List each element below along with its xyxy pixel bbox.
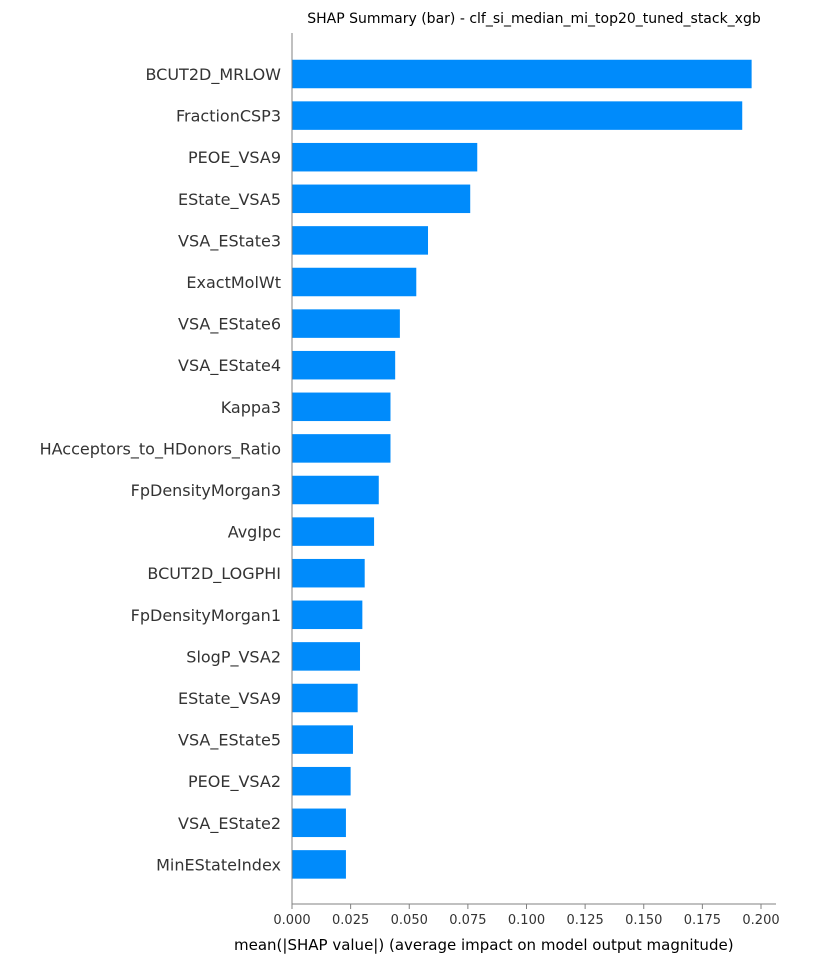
- feature-labels-group: BCUT2D_MRLOW FractionCSP3 PEOE_VSA9 EState_…: [40, 65, 282, 874]
- feature-label: MinEStateIndex: [156, 855, 281, 874]
- bar-vsa-estate4: [292, 350, 396, 380]
- x-tick-label: 0.175: [684, 913, 721, 928]
- bar-bcut2d-mrlow: [292, 59, 752, 89]
- feature-label: ExactMolWt: [186, 273, 281, 292]
- x-tick-label: 0.000: [273, 913, 310, 928]
- bar-vsa-estate2: [292, 808, 346, 838]
- bar-slogp-vsa2: [292, 642, 361, 671]
- bar-fpdensitymorgan3: [292, 475, 379, 505]
- feature-label: Kappa3: [221, 398, 281, 417]
- feature-label: BCUT2D_MRLOW: [145, 65, 281, 85]
- x-tick-label: 0.125: [567, 913, 604, 928]
- x-tick-label: 0.050: [391, 913, 428, 928]
- x-ticks-group: 0.000 0.025 0.050 0.075 0.100 0.125 0.150 0.175…: [273, 904, 780, 928]
- bar-vsa-estate3: [292, 226, 429, 255]
- bar-estate-vsa5: [292, 184, 471, 214]
- feature-label: FpDensityMorgan1: [131, 606, 281, 625]
- bar-fpdensitymorgan1: [292, 600, 363, 630]
- feature-label: EState_VSA9: [178, 689, 281, 709]
- feature-label: SlogP_VSA2: [186, 647, 281, 667]
- bars-group: [292, 59, 752, 879]
- feature-label: FpDensityMorgan3: [131, 481, 281, 500]
- bar-peoe-vsa9: [292, 142, 478, 172]
- chart-title: SHAP Summary (bar) - clf_si_median_mi_to…: [307, 11, 761, 27]
- feature-label: AvgIpc: [228, 523, 281, 542]
- feature-label: VSA_EState4: [178, 356, 281, 376]
- x-tick-label: 0.025: [332, 913, 369, 928]
- bar-minestateindex: [292, 850, 346, 879]
- bar-estate-vsa9: [292, 683, 358, 713]
- bar-hacceptors-to-hdonors-ratio: [292, 434, 391, 463]
- feature-label: VSA_EState5: [178, 731, 281, 751]
- feature-label: VSA_EState3: [178, 231, 281, 251]
- bar-avgipc: [292, 517, 375, 546]
- bar-exactmolwt: [292, 267, 417, 297]
- feature-label: BCUT2D_LOGPHI: [147, 564, 281, 584]
- bar-fractioncsp3: [292, 101, 743, 130]
- x-tick-label: 0.075: [449, 913, 486, 928]
- bar-kappa3: [292, 392, 391, 422]
- feature-label: VSA_EState2: [178, 814, 281, 834]
- bar-vsa-estate6: [292, 309, 400, 338]
- bar-bcut2d-logphi: [292, 558, 365, 588]
- feature-label: EState_VSA5: [178, 190, 281, 210]
- feature-label: PEOE_VSA9: [188, 148, 281, 168]
- x-tick-label: 0.200: [742, 913, 779, 928]
- feature-label: FractionCSP3: [176, 107, 281, 126]
- bar-vsa-estate5: [292, 725, 353, 754]
- x-tick-label: 0.100: [508, 913, 545, 928]
- feature-label: VSA_EState6: [178, 315, 281, 335]
- feature-label: PEOE_VSA2: [188, 772, 281, 792]
- x-axis-label: mean(|SHAP value|) (average impact on mo…: [234, 936, 734, 954]
- bar-peoe-vsa2: [292, 766, 351, 796]
- x-tick-label: 0.150: [625, 913, 662, 928]
- feature-label: HAcceptors_to_HDonors_Ratio: [40, 439, 281, 459]
